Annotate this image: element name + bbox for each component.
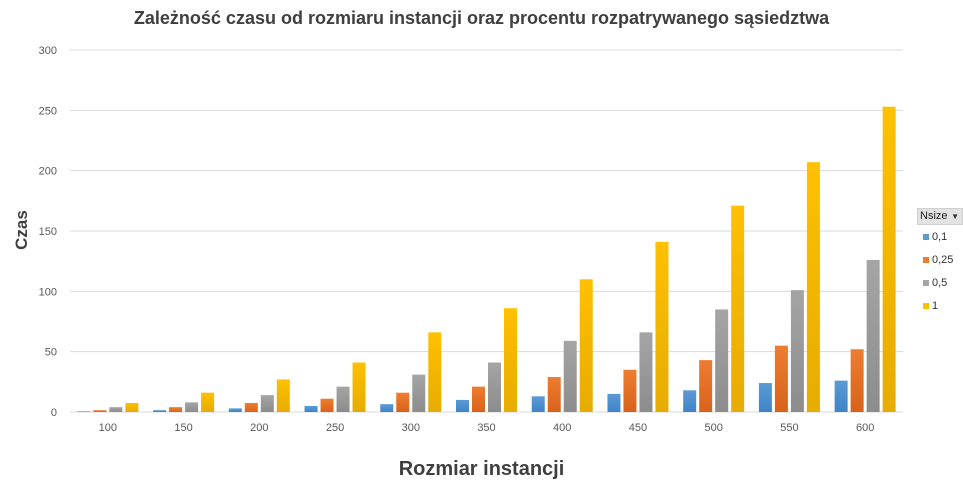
legend-item: 1 [917, 294, 963, 317]
bar-250-series-1 [320, 398, 334, 412]
triangle-down-icon[interactable]: ▼ [951, 212, 959, 221]
bar-400-series-0 [531, 396, 545, 412]
bar-350-series-0 [456, 399, 469, 412]
bar-500-series-3 [731, 205, 745, 412]
bar-550-series-1 [774, 345, 788, 412]
legend-header-label: Nsize [920, 210, 948, 222]
legend-label: 0,25 [932, 253, 954, 266]
x-tick-label: 200 [250, 422, 268, 434]
x-axis-title: Rozmiar instancji [398, 458, 565, 480]
bar-300-series-1 [396, 392, 410, 412]
bar-600-series-3 [882, 106, 896, 413]
chart-title: Zależność czasu od rozmiaru instancji or… [133, 8, 830, 28]
legend-swatch [923, 279, 929, 286]
legend-label: 0,1 [932, 230, 948, 243]
bar-550-series-2 [790, 290, 804, 412]
bar-100-series-1 [93, 410, 107, 412]
bar-500-series-1 [699, 360, 713, 412]
bar-400-series-2 [563, 340, 577, 412]
bar-150-series-1 [169, 407, 183, 412]
bar-250-series-2 [336, 386, 350, 412]
bar-600-series-2 [866, 259, 880, 412]
legend-swatch [923, 256, 929, 263]
bar-350-series-3 [504, 308, 517, 412]
x-tick-label: 250 [326, 422, 344, 434]
bar-300-series-3 [428, 332, 442, 412]
x-tick-label: 300 [402, 422, 420, 434]
y-tick-label: 200 [39, 166, 57, 178]
legend-filter-button[interactable]: Nsize ▼ [917, 208, 963, 225]
bar-450-series-3 [655, 241, 669, 412]
bar-350-series-2 [488, 362, 501, 412]
bar-100-series-3 [125, 402, 139, 412]
x-tick-labels: 100 150 200 250 300 350 400 450 500 550 600 [99, 422, 875, 434]
bar-150-series-2 [185, 402, 199, 412]
bar-250-series-3 [352, 362, 366, 412]
bar-200-series-0 [228, 408, 242, 412]
bar-300-series-2 [412, 374, 426, 412]
bar-600-series-0 [834, 380, 848, 412]
bar-300-series-0 [380, 404, 394, 412]
x-tick-label: 150 [174, 422, 192, 434]
bar-400-series-1 [547, 377, 561, 412]
legend: Nsize ▼ 0,1 0,25 0,5 1 [917, 208, 963, 317]
bar-550-series-0 [758, 383, 772, 412]
bar-500-series-0 [683, 390, 697, 412]
bar-600-series-1 [850, 349, 864, 412]
bar-200-series-1 [244, 402, 258, 412]
bar-500-series-2 [715, 309, 729, 412]
x-tick-label: 550 [780, 422, 798, 434]
x-tick-label: 500 [705, 422, 723, 434]
bar-200-series-2 [260, 395, 274, 412]
bar-150-series-3 [201, 392, 215, 412]
x-tick-label: 450 [629, 422, 647, 434]
legend-item: 0,5 [917, 271, 963, 294]
bar-150-series-0 [153, 410, 167, 412]
legend-item: 0,25 [917, 248, 963, 271]
legend-item: 0,1 [917, 225, 963, 248]
legend-items: 0,1 0,25 0,5 1 [917, 225, 963, 317]
x-tick-label: 350 [477, 422, 495, 434]
x-tick-label: 600 [856, 422, 874, 434]
bar-250-series-0 [304, 405, 318, 412]
x-tick-label: 100 [99, 422, 117, 434]
legend-swatch [923, 302, 929, 309]
bar-450-series-0 [607, 393, 621, 412]
bar-450-series-1 [623, 369, 637, 412]
bar-400-series-3 [579, 279, 593, 412]
bar-100-series-0 [77, 411, 91, 412]
bar-100-series-2 [109, 407, 123, 412]
bar-200-series-3 [276, 379, 290, 412]
bar-350-series-1 [472, 386, 485, 412]
y-tick-label: 100 [39, 286, 57, 298]
bars [77, 106, 896, 413]
y-tick-labels: 0 50 100 150 200 250 300 [39, 45, 57, 419]
x-tick-label: 400 [553, 422, 571, 434]
legend-swatch [923, 233, 929, 240]
bar-450-series-2 [639, 332, 653, 412]
y-tick-label: 150 [39, 226, 57, 238]
legend-label: 0,5 [932, 276, 948, 289]
y-tick-label: 250 [39, 105, 57, 117]
legend-label: 1 [932, 299, 939, 312]
y-tick-label: 0 [51, 407, 57, 419]
bar-550-series-3 [806, 162, 820, 412]
y-tick-label: 50 [45, 347, 57, 359]
y-tick-label: 300 [39, 45, 57, 57]
